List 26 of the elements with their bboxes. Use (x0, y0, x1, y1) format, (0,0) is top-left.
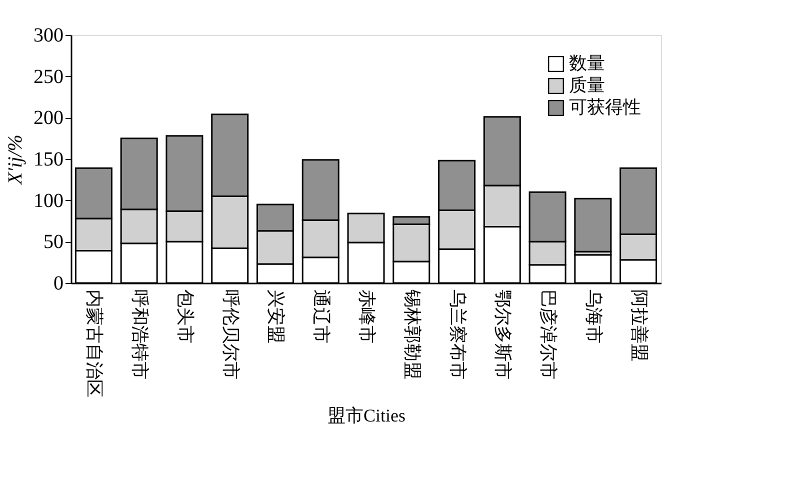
x-tick-label: 乌海市 (584, 290, 604, 344)
x-tick-label: 兴安盟 (266, 290, 286, 344)
y-tick-label: 0 (54, 272, 64, 294)
x-tick-label: 鄂尔多斯市 (493, 290, 514, 380)
y-axis-title: X′ij/% (4, 134, 26, 186)
x-tick-label: 锡林郭勒盟 (402, 288, 422, 380)
x-tick-label: 内蒙古自治区 (84, 290, 105, 398)
legend-label: 质量 (569, 75, 605, 95)
legend-label: 可获得性 (569, 97, 641, 117)
y-tick-label: 50 (44, 231, 64, 254)
x-tick-label: 呼伦贝尔市 (220, 290, 241, 380)
x-tick-label: 巴彦淖尔市 (538, 290, 559, 380)
x-tick-label: 阿拉善盟 (629, 290, 650, 362)
y-tick-label: 100 (34, 190, 64, 212)
x-tick-label: 乌兰察布市 (448, 290, 468, 380)
x-tick-label: 通辽市 (312, 290, 332, 344)
x-tick-label: 呼和浩特市 (130, 290, 150, 380)
legend-label: 数量 (569, 53, 605, 73)
y-tick-label: 300 (34, 24, 64, 46)
x-tick-label: 包头市 (175, 290, 196, 344)
x-tick-label: 赤峰市 (357, 290, 377, 344)
x-axis-title: 盟市Cities (327, 406, 406, 426)
y-tick-label: 200 (34, 107, 64, 130)
y-tick-label: 250 (34, 66, 64, 88)
y-tick-label: 150 (34, 148, 64, 170)
bar (574, 198, 612, 252)
